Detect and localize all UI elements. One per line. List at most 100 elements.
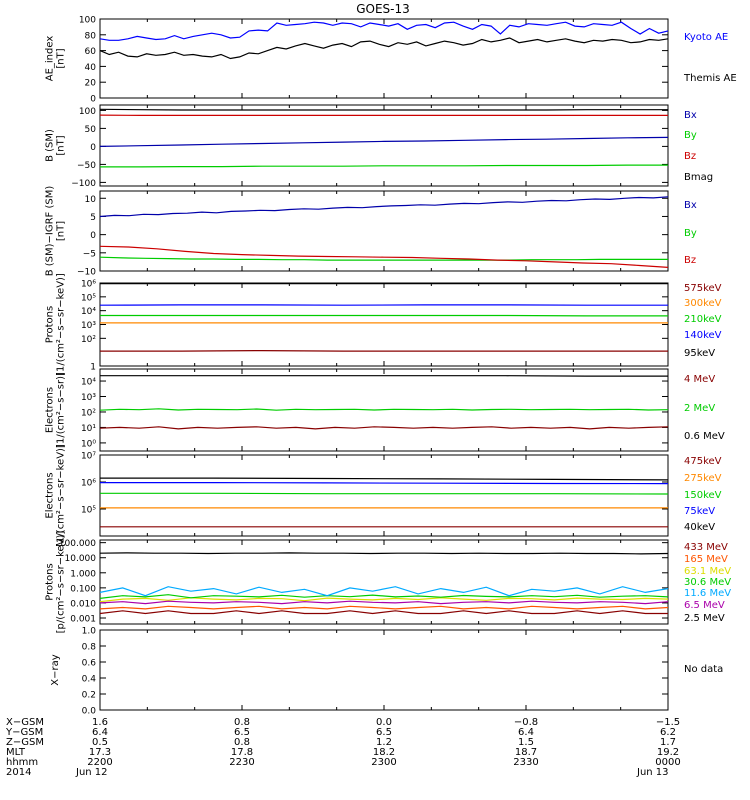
y-axis-label: [nT]	[56, 135, 67, 155]
panel-3: −10 −5 0 5 10 B (SM)−IGRF (SM) [nT] Bx By Bz	[45, 186, 697, 278]
series-line-150kev	[100, 492, 669, 495]
x-axis-value: 18.7	[515, 747, 537, 758]
x-axis-row-label: Y−GSM	[5, 727, 43, 738]
series-line-by	[99, 256, 668, 261]
legend-entry: 275keV	[684, 473, 722, 484]
legend-entry: Bz	[684, 255, 696, 266]
x-axis-row-label: X−GSM	[6, 717, 44, 728]
series-line-kyoto-ae	[99, 21, 669, 41]
y-tick-label: 1.0	[82, 627, 97, 637]
legend-entry: 150keV	[684, 490, 722, 501]
x-axis-value: 0.8	[234, 737, 250, 748]
x-axis-value: 2300	[371, 757, 396, 768]
legend-entry: 2 MeV	[684, 403, 715, 414]
y-axis-label: B (SM)−IGRF (SM)	[45, 186, 56, 277]
y-tick-label: 20	[85, 79, 97, 89]
y-axis-label: [nT]	[56, 48, 67, 68]
x-axis-value: 1.2	[376, 737, 392, 748]
legend-entry: 165 MeV	[684, 554, 728, 565]
y-tick-label: 10⁴	[81, 378, 96, 388]
y-tick-label: 10²	[81, 335, 96, 345]
series-line-bz	[99, 245, 669, 268]
x-axis-value: 1.7	[660, 737, 676, 748]
panel-8: 0.0 0.2 0.4 0.6 0.8 1.0 X−ray No data	[50, 627, 723, 717]
legend-entry: 0.6 MeV	[684, 431, 725, 442]
legend-entry: 95keV	[684, 348, 715, 359]
legend-entry: Bx	[684, 110, 697, 121]
y-axis-label: X−ray	[50, 654, 61, 685]
series-line-bx	[99, 136, 669, 147]
y-tick-label: 10¹	[81, 424, 96, 434]
y-tick-label: 50	[85, 125, 97, 135]
y-tick-label: 100	[79, 16, 96, 26]
legend-entry: By	[684, 130, 697, 141]
y-tick-label: −5	[83, 249, 96, 259]
legend-entry: Bmag	[684, 172, 713, 183]
y-tick-label: 0.2	[82, 691, 96, 701]
y-axis-label: [1/(cm²−s−sr−keV)]	[56, 273, 67, 376]
series-line-433-mev	[99, 610, 668, 615]
x-axis-value: 2230	[229, 757, 254, 768]
legend-entry: 63.1 MeV	[684, 566, 731, 577]
y-tick-label: 10³	[81, 393, 96, 403]
x-axis-row-label: 2014	[6, 767, 31, 778]
x-axis-value: Jun 12	[75, 767, 108, 778]
y-tick-label: 0.100	[70, 584, 96, 594]
y-tick-label: 40	[85, 63, 97, 73]
y-tick-label: 0.0	[82, 707, 97, 717]
y-tick-label: 0	[90, 95, 96, 105]
legend-entry: Themis AE	[683, 73, 737, 84]
panel-1: 0 20 40 60 80 100 AE_index [nT] Kyoto AE Themis A…	[45, 16, 737, 105]
series-line-2-mev	[99, 408, 669, 411]
x-axis-value: 1.6	[92, 717, 108, 728]
panel-2: −100 −50 0 50 100 B (SM) [nT] Bx By Bz Bmag	[45, 104, 713, 189]
y-axis-label: Electrons	[45, 472, 56, 518]
plot-title: GOES-13	[356, 2, 410, 16]
legend-entry: 210keV	[684, 314, 722, 325]
y-axis-label: [p/(cm²−s−sr−keV)]	[56, 531, 67, 634]
legend-entry: 300keV	[684, 298, 722, 309]
y-tick-label: 10³	[81, 321, 96, 331]
legend-entry: 2.5 MeV	[684, 613, 725, 624]
y-tick-label: 1	[90, 363, 96, 373]
x-axis-value: 18.2	[373, 747, 395, 758]
y-tick-label: 10⁵	[81, 506, 96, 516]
series-line-bmag	[99, 108, 668, 111]
y-axis-label: Protons	[45, 563, 56, 600]
y-axis-label: [1/(cm²−s−sr−keV)]	[56, 444, 67, 547]
panel-frame	[99, 629, 669, 711]
y-tick-label: 0	[90, 231, 96, 241]
x-axis-value: −0.8	[514, 717, 538, 728]
y-tick-label: 10⁷	[81, 452, 96, 462]
y-tick-label: 10⁶	[81, 479, 96, 489]
y-tick-label: 0.010	[70, 599, 96, 609]
y-tick-label: 0.8	[82, 643, 97, 653]
legend-entry: 40keV	[684, 522, 715, 533]
x-axis-row-label: hhmm	[6, 757, 38, 768]
y-tick-label: 10⁶	[81, 280, 96, 290]
panel-6: 10⁵ 10⁶ 10⁷ Electrons [1/(cm²−s−sr−keV)] 475k…	[45, 444, 722, 547]
y-tick-label: −10	[77, 268, 96, 278]
legend-entry: By	[684, 228, 697, 239]
x-axis-value: 0000	[655, 757, 680, 768]
y-tick-label: 1.000	[70, 569, 96, 579]
panel-frame	[99, 18, 669, 99]
y-tick-label: 10⁵	[81, 293, 96, 303]
x-axis-value: 6.2	[660, 727, 676, 738]
x-axis-value: 6.4	[518, 727, 534, 738]
y-tick-label: 0	[90, 143, 96, 153]
x-axis-value: Jun 13	[636, 767, 669, 778]
y-tick-label: 60	[85, 47, 97, 57]
y-axis-label: [1/(cm²−s−sr)]	[56, 372, 67, 448]
x-axis-value: −1.5	[656, 717, 680, 728]
legend-entry: 6.5 MeV	[684, 600, 725, 611]
y-tick-label: 5	[90, 213, 96, 223]
legend-entry: 4 MeV	[684, 374, 715, 385]
legend-entry: 433 MeV	[684, 542, 728, 553]
series-line-themis-ae	[99, 37, 669, 60]
x-axis-value: 17.3	[89, 747, 111, 758]
legend-entry: Kyoto AE	[684, 32, 728, 43]
x-axis-value: 17.8	[231, 747, 253, 758]
panel-7: 0.001 0.010 0.100 1.000 10.000 100.000 Protons…	[45, 531, 732, 634]
